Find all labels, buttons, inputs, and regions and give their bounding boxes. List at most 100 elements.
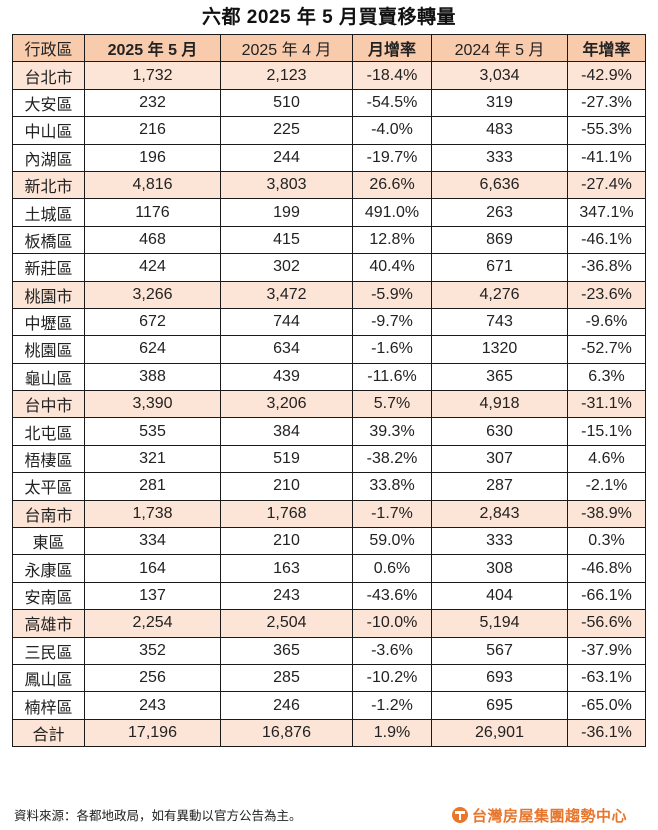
district-name: 中山區 [12,116,85,145]
may-2024-value: 333 [431,143,568,172]
district-name: 梧棲區 [12,444,85,474]
yoy-rate: -66.1% [567,581,646,611]
apr-2025-value: 3,206 [220,390,353,419]
may-2024-value: 3,034 [431,61,568,90]
apr-2025-value: 225 [220,116,353,145]
may-2024-value: 1320 [431,335,568,364]
yoy-rate: -37.9% [567,636,646,665]
may-2025-value: 1,738 [84,499,221,529]
apr-2025-value: 3,472 [220,280,353,309]
source-note: 資料來源：各都地政局，如有異動以官方公告為主。 [14,809,302,823]
apr-2025-value: 1,768 [220,499,353,529]
district-name: 永康區 [12,554,85,583]
header-2025-may: 2025 年 5 月 [84,33,221,63]
district-name: 合計 [12,718,85,748]
header-mom-rate: 月增率 [352,33,432,63]
may-2024-value: 365 [431,362,568,392]
mom-rate: -43.6% [352,581,432,611]
mom-rate: 12.8% [352,225,432,255]
may-2025-value: 321 [84,444,221,474]
mom-rate: 5.7% [352,390,432,419]
district-name: 內湖區 [12,143,85,172]
yoy-rate: -46.8% [567,554,646,583]
table-row: 鳳山區 256 285 -10.2% 693 -63.1% [12,663,646,693]
yoy-rate: 0.3% [567,527,646,556]
table-row: 中壢區 672 744 -9.7% 743 -9.6% [12,307,646,337]
apr-2025-value: 384 [220,417,353,446]
may-2025-value: 164 [84,554,221,583]
yoy-rate: -65.0% [567,691,646,720]
may-2024-value: 287 [431,472,568,501]
mom-rate: -3.6% [352,636,432,665]
yoy-rate: -46.1% [567,225,646,255]
may-2024-value: 307 [431,444,568,474]
city-row: 台北市 1,732 2,123 -18.4% 3,034 -42.9% [12,61,646,90]
district-name: 北屯區 [12,417,85,446]
apr-2025-value: 519 [220,444,353,474]
may-2024-value: 26,901 [431,718,568,748]
table-row: 中山區 216 225 -4.0% 483 -55.3% [12,116,646,145]
may-2024-value: 671 [431,253,568,282]
may-2025-value: 232 [84,88,221,118]
yoy-rate: 4.6% [567,444,646,474]
mom-rate: -10.2% [352,663,432,693]
apr-2025-value: 634 [220,335,353,364]
table-row: 北屯區 535 384 39.3% 630 -15.1% [12,417,646,446]
apr-2025-value: 744 [220,307,353,337]
yoy-rate: -9.6% [567,307,646,337]
table-row: 梧棲區 321 519 -38.2% 307 4.6% [12,444,646,474]
table-row: 桃園區 624 634 -1.6% 1320 -52.7% [12,335,646,364]
yoy-rate: -52.7% [567,335,646,364]
may-2025-value: 468 [84,225,221,255]
district-name: 三民區 [12,636,85,665]
district-name: 新北市 [12,170,85,200]
may-2024-value: 2,843 [431,499,568,529]
may-2024-value: 6,636 [431,170,568,200]
mom-rate: -10.0% [352,609,432,638]
apr-2025-value: 210 [220,527,353,556]
apr-2025-value: 2,504 [220,609,353,638]
district-name: 新莊區 [12,253,85,282]
may-2025-value: 256 [84,663,221,693]
may-2024-value: 5,194 [431,609,568,638]
table-row: 東區 334 210 59.0% 333 0.3% [12,527,646,556]
apr-2025-value: 365 [220,636,353,665]
yoy-rate: -23.6% [567,280,646,309]
yoy-rate: -27.4% [567,170,646,200]
header-2025-apr: 2025 年 4 月 [220,33,353,63]
apr-2025-value: 244 [220,143,353,172]
district-name: 大安區 [12,88,85,118]
mom-rate: -11.6% [352,362,432,392]
table-row: 安南區 137 243 -43.6% 404 -66.1% [12,581,646,611]
district-name: 台南市 [12,499,85,529]
table-row: 大安區 232 510 -54.5% 319 -27.3% [12,88,646,118]
may-2025-value: 3,266 [84,280,221,309]
may-2024-value: 4,918 [431,390,568,419]
apr-2025-value: 439 [220,362,353,392]
may-2024-value: 483 [431,116,568,145]
district-name: 桃園區 [12,335,85,364]
mom-rate: -9.7% [352,307,432,337]
apr-2025-value: 16,876 [220,718,353,748]
header-2024-may: 2024 年 5 月 [431,33,568,63]
apr-2025-value: 243 [220,581,353,611]
mom-rate: 1.9% [352,718,432,748]
may-2025-value: 535 [84,417,221,446]
district-name: 板橋區 [12,225,85,255]
district-name: 台中市 [12,390,85,419]
logo-t-icon [452,807,468,823]
district-name: 土城區 [12,198,85,227]
mom-rate: -54.5% [352,88,432,118]
mom-rate: 39.3% [352,417,432,446]
mom-rate: -1.6% [352,335,432,364]
table-row: 永康區 164 163 0.6% 308 -46.8% [12,554,646,583]
may-2025-value: 243 [84,691,221,720]
may-2024-value: 4,276 [431,280,568,309]
may-2025-value: 4,816 [84,170,221,200]
district-name: 高雄市 [12,609,85,638]
district-name: 龜山區 [12,362,85,392]
table-row: 內湖區 196 244 -19.7% 333 -41.1% [12,143,646,172]
may-2025-value: 388 [84,362,221,392]
city-row: 新北市 4,816 3,803 26.6% 6,636 -27.4% [12,170,646,200]
mom-rate: -1.2% [352,691,432,720]
